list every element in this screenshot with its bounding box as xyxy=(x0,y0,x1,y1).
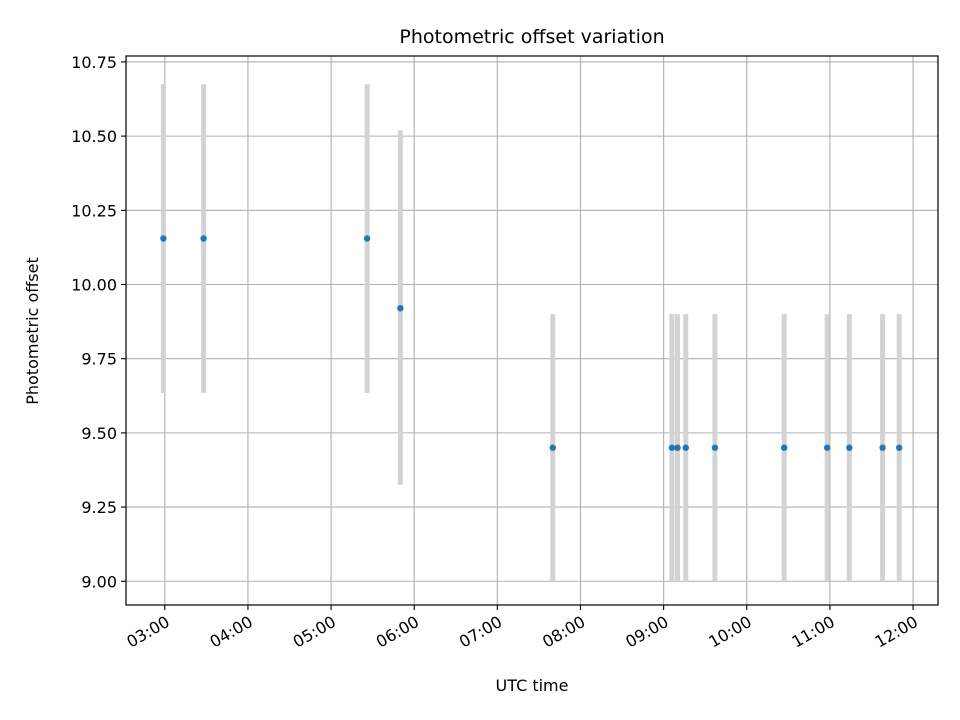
data-point xyxy=(879,444,886,451)
data-points xyxy=(160,235,903,451)
y-tick-label: 10.00 xyxy=(71,276,117,295)
data-point xyxy=(549,444,556,451)
y-tick-label: 10.50 xyxy=(71,127,117,146)
y-tick-label: 10.25 xyxy=(71,201,117,220)
data-point xyxy=(668,444,676,451)
x-axis-label: UTC time xyxy=(496,676,569,695)
data-point xyxy=(780,444,788,451)
y-tick-label: 9.25 xyxy=(81,498,117,517)
data-point xyxy=(823,444,831,451)
data-point xyxy=(363,235,371,242)
data-point xyxy=(711,444,719,451)
data-point xyxy=(200,235,207,242)
grid xyxy=(126,56,938,605)
y-tick-label: 10.75 xyxy=(71,53,117,72)
plot-frame xyxy=(125,55,939,606)
y-tick-label: 9.75 xyxy=(81,350,117,369)
y-axis-label: Photometric offset xyxy=(23,257,42,405)
data-point xyxy=(397,305,404,312)
y-tick-label: 9.50 xyxy=(81,424,117,443)
chart-title: Photometric offset variation xyxy=(399,26,664,48)
data-point xyxy=(682,444,690,451)
data-point xyxy=(896,444,903,451)
data-point xyxy=(846,444,853,451)
y-tick-label: 9.00 xyxy=(81,572,117,591)
y-axis: 9.00 9.25 9.50 9.75 10.00 10.25 10.50 10.75 xyxy=(71,53,126,591)
data-point xyxy=(160,235,167,242)
data-point xyxy=(674,444,681,451)
